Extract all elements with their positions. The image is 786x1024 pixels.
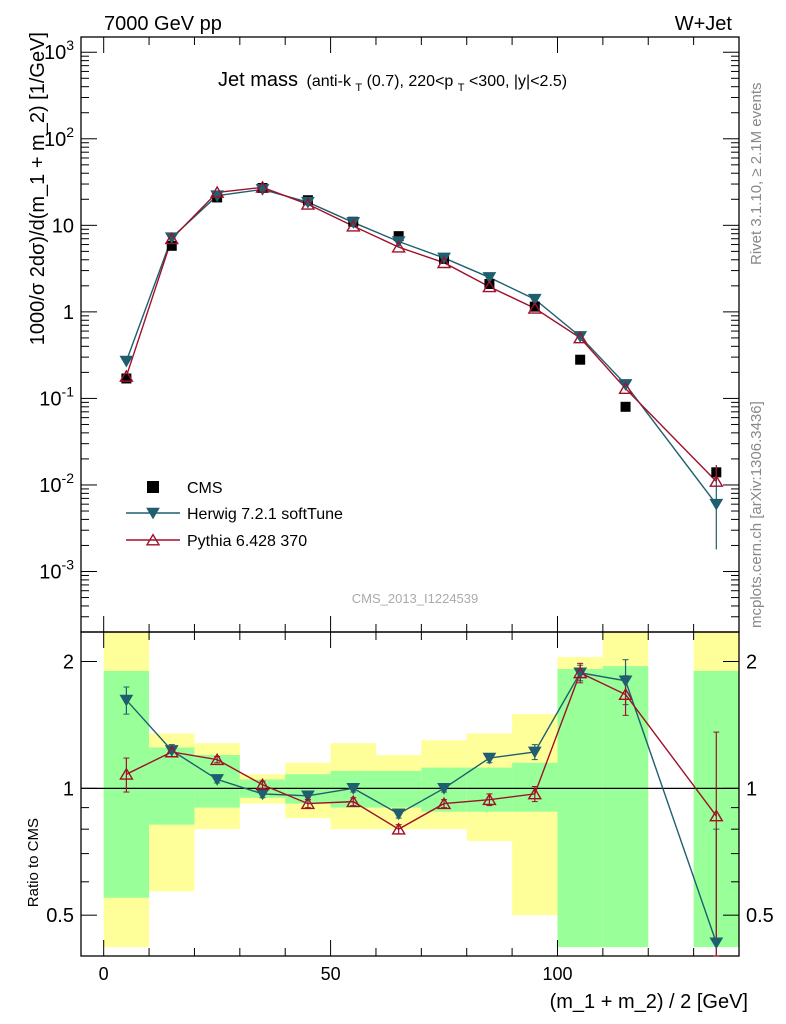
plot-title-sub-t2: T — [458, 82, 465, 94]
pythia-marker — [709, 474, 724, 487]
herwig-marker — [346, 783, 361, 795]
cms-marker — [484, 278, 495, 289]
rivet-label: Rivet 3.1.10, ≥ 2.1M events — [748, 83, 765, 266]
herwig-marker — [527, 293, 542, 306]
ratio-frame — [80, 631, 740, 957]
herwig-marker — [301, 790, 315, 803]
band-green — [375, 770, 422, 808]
ratio-tick-label: 1 — [63, 778, 74, 800]
herwig-line — [125, 188, 717, 505]
pythia-line — [125, 186, 717, 482]
legend: CMS Herwig 7.2.1 softTune Pythia 6.428 370 — [126, 480, 343, 550]
cms-marker — [166, 240, 177, 251]
pythia-marker — [346, 794, 361, 808]
cms-marker — [529, 301, 540, 312]
pythia-marker — [391, 240, 406, 253]
y-tick-label: 10-1 — [39, 383, 74, 410]
pythia-marker — [119, 369, 134, 382]
pythia-marker — [618, 687, 633, 701]
x-tick-label: 100 — [542, 964, 572, 984]
legend-cms-marker — [147, 481, 159, 493]
herwig-marker — [146, 507, 160, 520]
pythia-marker — [346, 219, 361, 232]
pythia-marker — [209, 185, 225, 198]
legend-label: Herwig 7.2.1 softTune — [187, 506, 343, 523]
y-tick-label: 1 — [63, 302, 74, 324]
pythia-marker — [436, 255, 452, 269]
cms-marker — [393, 231, 404, 242]
herwig-marker — [119, 694, 134, 707]
axes: 0 50 100 10-3 10-2 10-1 1 10 102 103 0.5 0.5 1 1 2 2 — [39, 36, 774, 984]
cms-marker — [620, 401, 631, 412]
herwig-marker — [391, 808, 406, 821]
herwig-marker — [119, 355, 134, 368]
series — [119, 180, 724, 957]
herwig-marker — [618, 675, 633, 688]
cms-marker — [575, 354, 586, 365]
herwig-marker — [482, 272, 497, 284]
header-left: 7000 GeV pp — [104, 13, 222, 35]
plot-title-sub-mid: (0.7), 220<p — [367, 73, 454, 90]
y-tick-label: 10-3 — [39, 557, 74, 584]
herwig-marker — [709, 937, 724, 950]
legend-label: Pythia 6.428 370 — [187, 533, 307, 550]
plot-title-sub-prefix: (anti-k — [306, 73, 351, 90]
mcplots-label: mcplots.cern.ch [arXiv:1306.3436] — [748, 401, 765, 628]
x-tick-label: 50 — [321, 964, 341, 984]
y-axis-label: 1000/σ 2dσ)/d(m_1 + m_2) [1/GeV] — [27, 32, 49, 345]
herwig-marker — [437, 783, 451, 795]
header-right: W+Jet — [675, 13, 733, 35]
herwig-marker — [527, 746, 542, 759]
herwig-marker — [346, 217, 361, 229]
pythia-marker — [300, 796, 316, 810]
y-tick-label: 103 — [44, 37, 74, 64]
pythia-marker — [391, 822, 406, 835]
plot-title-main: Jet mass — [218, 69, 298, 91]
pythia-marker — [255, 777, 270, 791]
pythia-marker — [300, 197, 316, 210]
pythia-marker — [527, 787, 543, 800]
pythia-marker — [119, 767, 134, 780]
ratio-tick-label: 0.5 — [46, 905, 74, 927]
ratio-y-axis-label: Ratio to CMS — [25, 818, 42, 907]
ratio-bands — [103, 632, 739, 948]
ratio-tick-label-right: 2 — [746, 652, 757, 674]
ratio-tick-label: 2 — [63, 652, 74, 674]
pythia-marker — [709, 809, 724, 822]
x-tick-label: 0 — [99, 964, 109, 984]
plot-title: Jet mass (anti-k T (0.7), 220<p T <300, … — [218, 69, 567, 95]
y-tick-label: 10 — [52, 215, 74, 237]
y-tick-label: 102 — [44, 124, 74, 151]
cms-marker — [121, 373, 132, 384]
pythia-marker — [145, 533, 161, 546]
analysis-watermark: CMS_2013_I1224539 — [352, 591, 479, 606]
pythia-marker — [618, 381, 633, 395]
ratio-tick-label-right: 1 — [746, 778, 757, 800]
x-axis-label: (m_1 + m_2) / 2 [GeV] — [550, 991, 748, 1013]
herwig-marker — [618, 379, 633, 391]
ratio-tick-label-right: 0.5 — [746, 905, 774, 927]
pythia-marker — [527, 301, 543, 314]
pythia-marker — [164, 231, 179, 245]
pythia-marker — [255, 180, 270, 193]
herwig-marker — [709, 498, 724, 511]
herwig-marker — [210, 774, 225, 786]
y-tick-label: 10-2 — [39, 470, 74, 497]
pythia-marker — [572, 331, 588, 344]
pythia-marker — [436, 796, 452, 810]
pythia-marker — [482, 792, 497, 806]
main-frame — [80, 36, 740, 633]
plot-title-sub-t: T — [355, 82, 362, 94]
pythia-marker — [209, 752, 225, 766]
pythia-marker — [482, 279, 497, 293]
pythia-marker — [164, 745, 179, 758]
plot-title-sub-suffix: <300, |y|<2.5) — [469, 73, 567, 90]
herwig-marker — [301, 196, 315, 209]
pythia-marker — [572, 666, 588, 679]
band-green — [557, 668, 603, 948]
herwig-marker — [482, 752, 497, 765]
legend-label: CMS — [187, 480, 223, 497]
